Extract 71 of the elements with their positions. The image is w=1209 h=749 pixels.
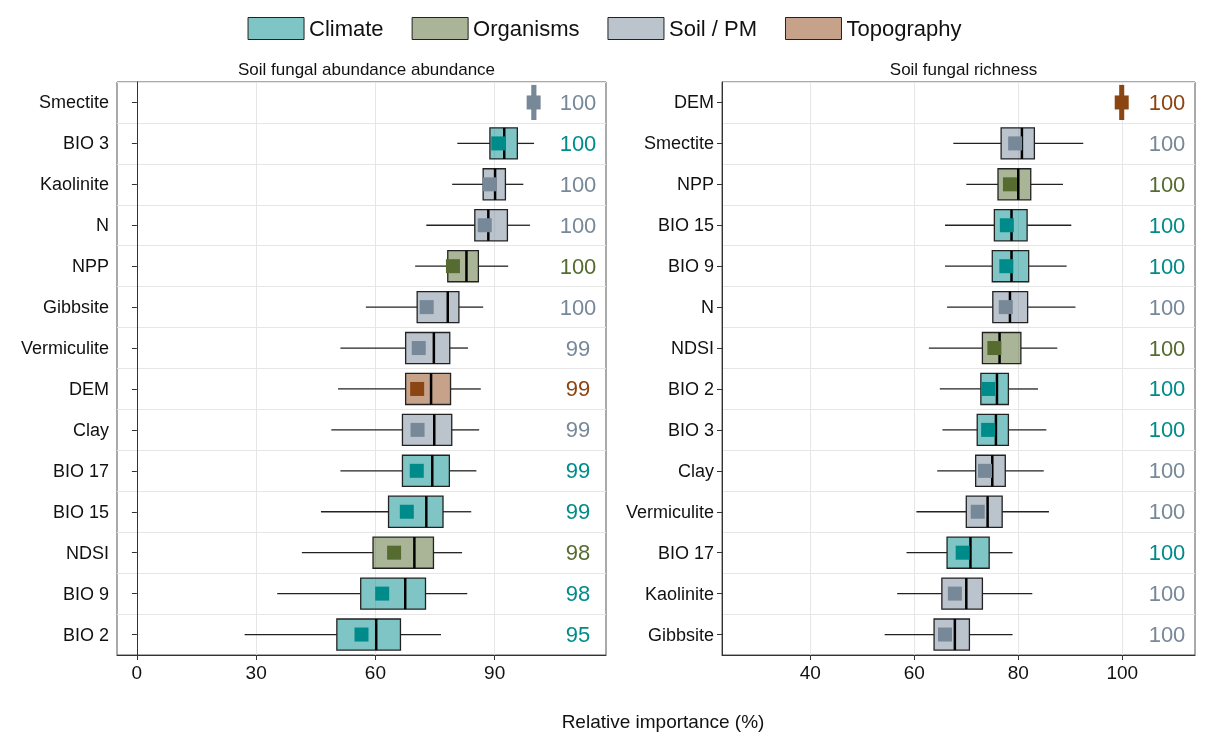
text: 100 [1148,376,1186,402]
text: 100 [559,212,597,238]
y-tick-label: BIO 2 [667,378,714,399]
x-tick-label: 30 [245,662,267,683]
y-tick-label: BIO 15 [657,215,714,236]
x-axis-title: Relative importance (%) [561,710,765,732]
text: 100 [1148,540,1186,566]
y-tick-label: N [96,215,109,236]
y-tick-label: Clay [677,460,714,481]
y-tick-label: Clay [72,419,109,440]
text: 100 [1148,458,1186,484]
x-tick-label: 100 [1106,662,1139,683]
text: 99 [565,417,591,443]
chart-title: Soil fungal abundance abundance [237,60,496,79]
text: 100 [559,130,597,156]
text: 99 [565,376,591,402]
text: 100 [1148,499,1186,525]
x-tick-label: 0 [131,662,143,683]
text: 100 [1148,130,1186,156]
y-tick-label: NDSI [670,338,714,359]
text: 100 [1148,622,1186,648]
text: 100 [559,171,597,197]
y-tick-label: BIO 17 [52,460,109,481]
text: 100 [1148,294,1186,320]
x-tick-label: 80 [1007,662,1029,683]
text: 99 [565,499,591,525]
y-tick-label: Gibbsite [647,624,714,645]
legend-label: Topography [846,16,962,41]
text: 100 [559,294,597,320]
y-tick-label: Vermiculite [625,501,714,522]
y-tick-label: NPP [676,174,714,195]
y-tick-label: Kaolinite [644,583,714,604]
text: 100 [1148,417,1186,443]
y-tick-label: NPP [71,256,109,277]
y-tick-label: BIO 3 [667,419,714,440]
text: 95 [565,622,591,648]
y-tick-label: BIO 17 [657,542,714,563]
text: 100 [1148,335,1186,361]
text: 100 [1148,171,1186,197]
y-tick-label: Smectite [643,133,714,154]
text: 98 [565,540,591,566]
y-tick-label: DEM [69,378,109,399]
y-tick-label: BIO 9 [667,256,714,277]
y-tick-label: Gibbsite [42,297,109,318]
legend-label: Soil / PM [668,16,757,41]
text: 100 [559,253,597,279]
x-tick-label: 60 [364,662,386,683]
y-tick-label: Vermiculite [20,338,109,359]
y-tick-label: BIO 9 [62,583,109,604]
text: 100 [1148,212,1186,238]
chart-title: Soil fungal richness [889,60,1038,79]
text: 100 [1148,581,1186,607]
legend-label: Organisms [473,16,580,41]
y-tick-label: N [701,297,714,318]
legend-label: Climate [309,16,384,41]
y-tick-label: BIO 15 [52,501,109,522]
y-tick-label: Kaolinite [39,174,109,195]
text: 100 [1148,253,1186,279]
x-tick-label: 60 [903,662,925,683]
x-tick-label: 40 [799,662,821,683]
text: 99 [565,458,591,484]
text: 100 [1148,89,1186,115]
y-tick-label: Smectite [38,92,109,113]
text: 98 [565,581,591,607]
y-tick-label: DEM [674,92,714,113]
y-tick-label: BIO 3 [62,133,109,154]
x-tick-label: 90 [484,662,506,683]
text: 100 [559,89,597,115]
y-tick-label: BIO 2 [62,624,109,645]
text: 99 [565,335,591,361]
y-tick-label: NDSI [65,542,109,563]
